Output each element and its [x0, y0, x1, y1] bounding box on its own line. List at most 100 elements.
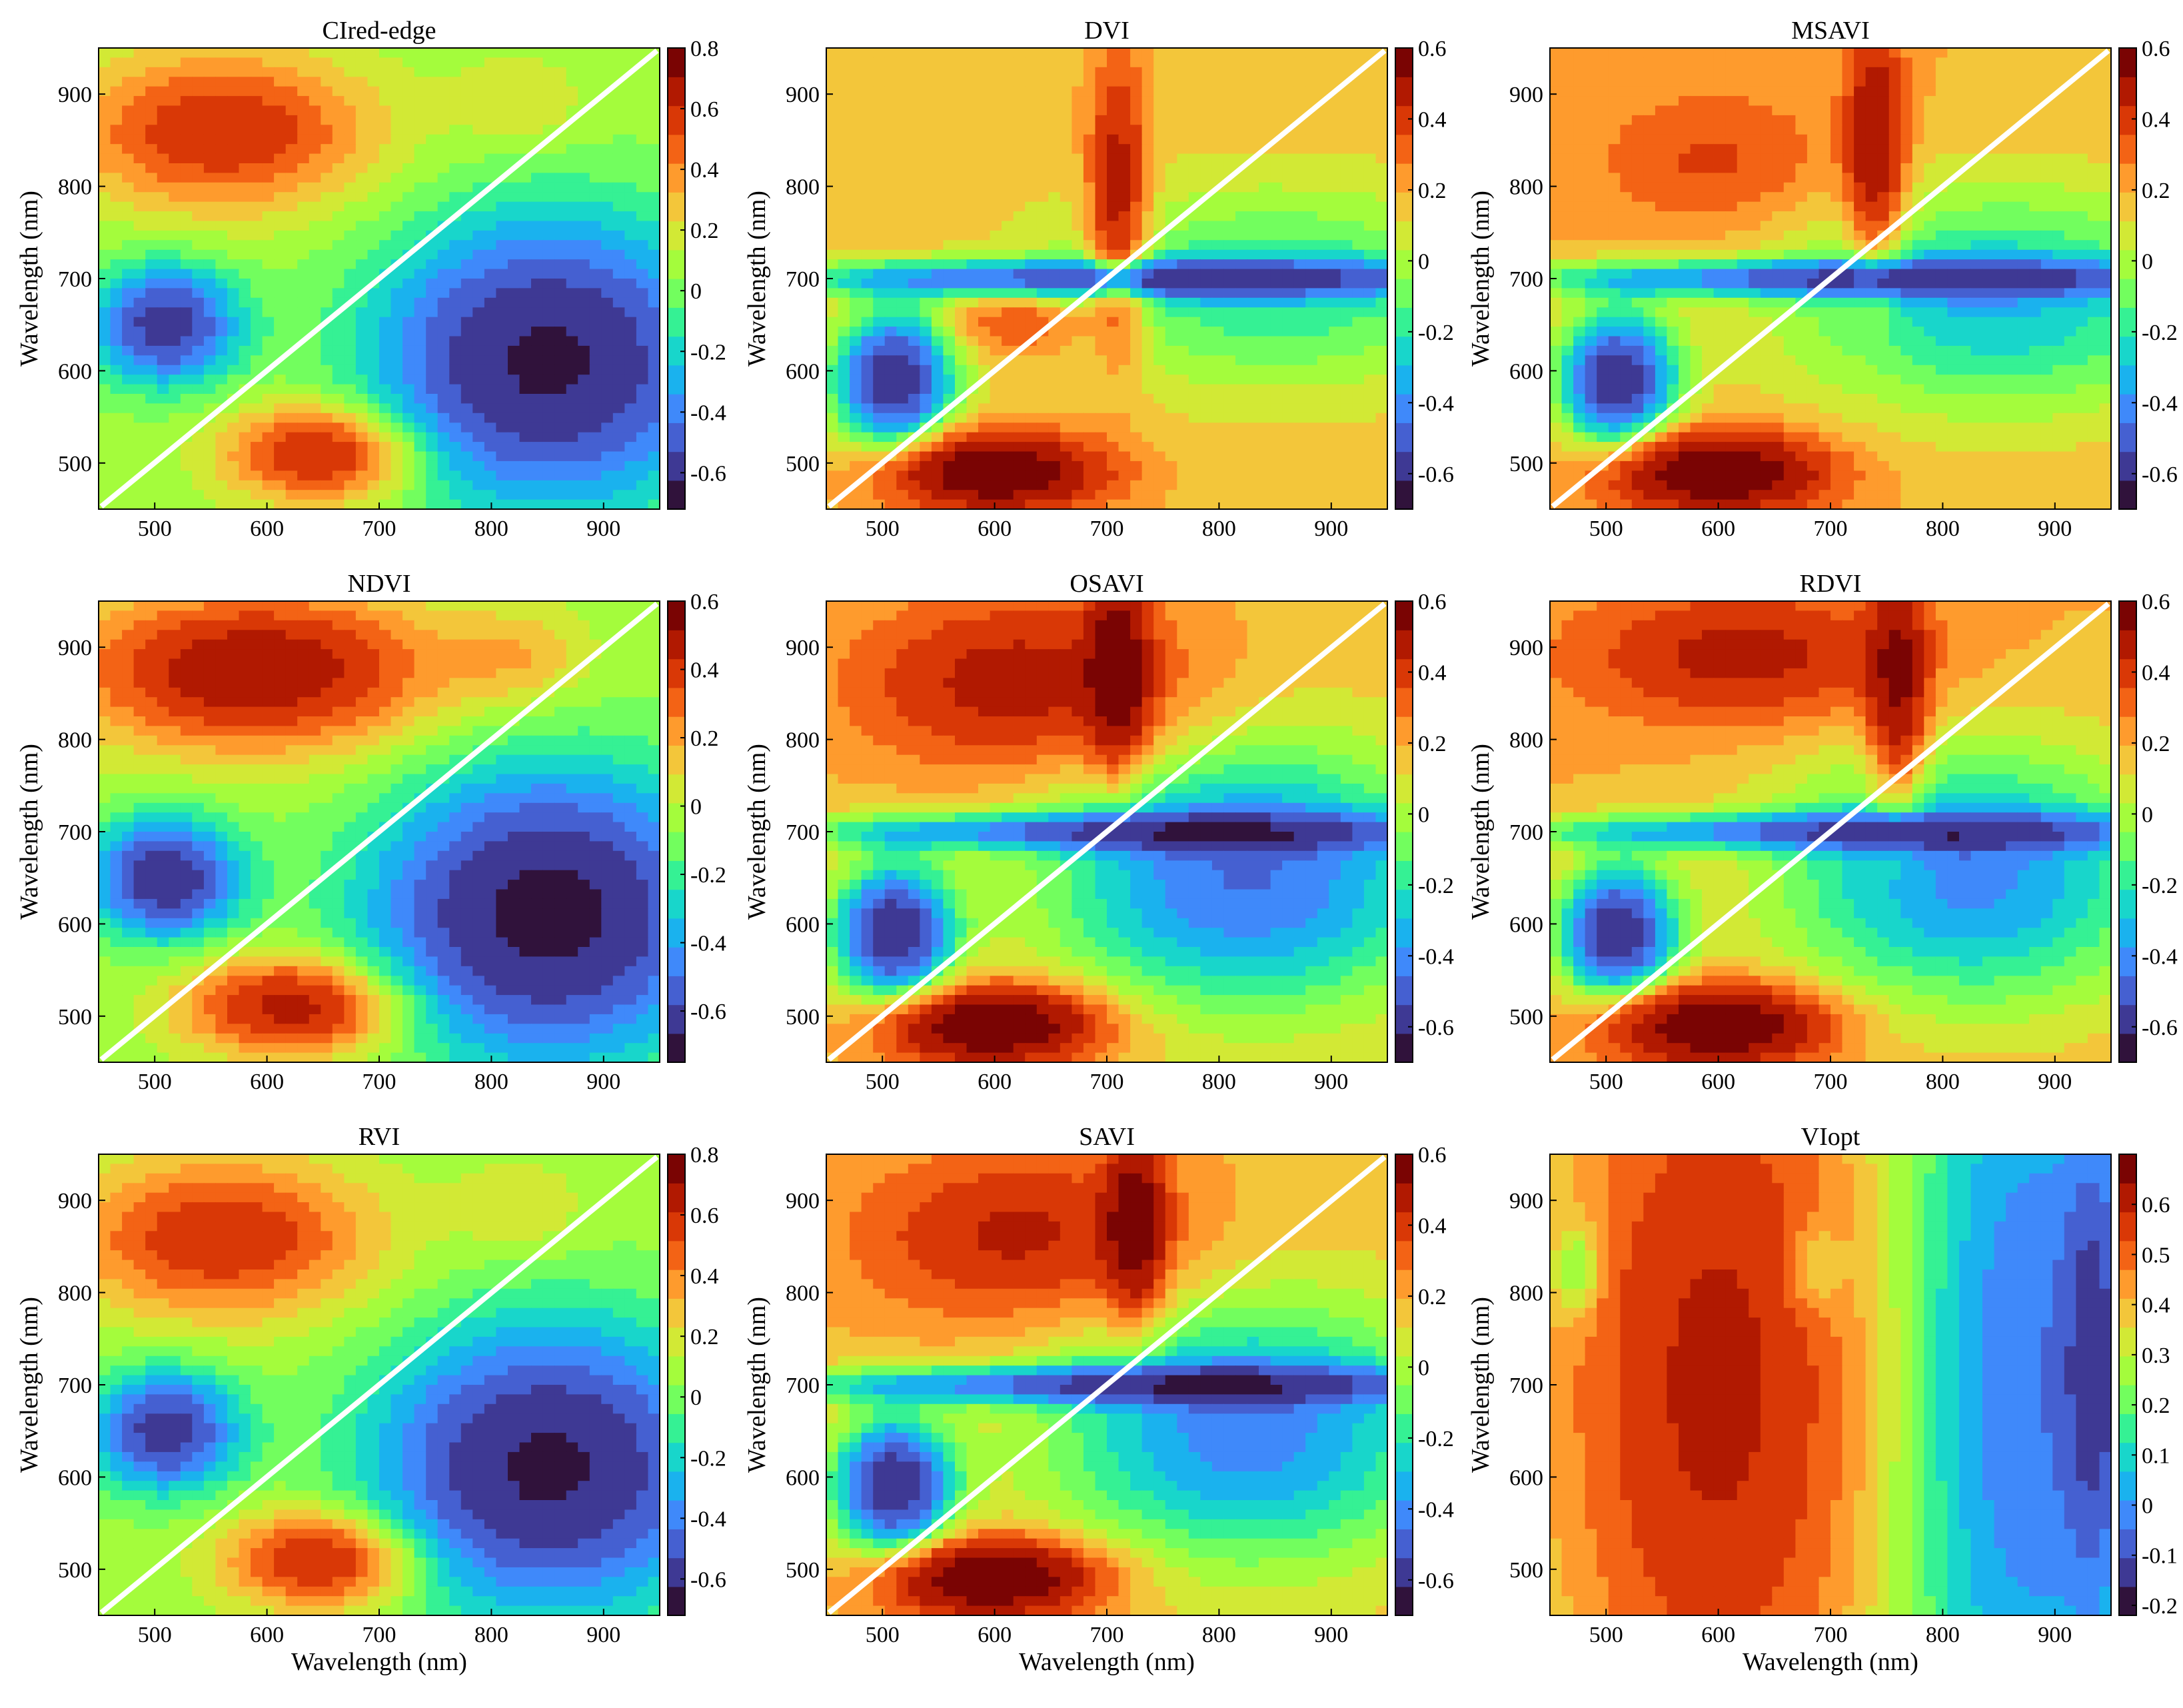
heatmap-cell [1247, 211, 1259, 221]
heatmap-cell [1037, 452, 1049, 462]
heatmap-cell [1235, 221, 1247, 231]
heatmap-cell [554, 250, 566, 260]
heatmap-cell [1737, 96, 1749, 106]
heatmap-cell [402, 423, 414, 432]
heatmap-cell [251, 202, 263, 212]
heatmap-cell [309, 163, 321, 173]
heatmap-cell [1282, 48, 1294, 58]
heatmap-cell [1364, 211, 1376, 221]
heatmap-cell [1936, 96, 1948, 106]
heatmap-cell [1048, 96, 1060, 106]
heatmap-cell [181, 403, 193, 413]
heatmap-cell [1060, 413, 1072, 423]
heatmap-cell [344, 355, 356, 365]
heatmap-cell [321, 96, 333, 106]
heatmap-cell [1084, 307, 1095, 317]
heatmap-cell [1376, 423, 1388, 432]
heatmap-cell [122, 115, 134, 125]
heatmap-cell [967, 403, 979, 413]
heatmap-cell [169, 403, 181, 413]
heatmap-cell [1854, 87, 1866, 97]
heatmap-cell [1259, 259, 1271, 269]
heatmap-cell [99, 375, 111, 385]
heatmap-cell [1025, 394, 1037, 404]
heatmap-cell [1294, 240, 1306, 250]
heatmap-cell [368, 48, 380, 58]
heatmap-cell [978, 211, 990, 221]
heatmap-cell [356, 125, 368, 135]
heatmap-cell [990, 480, 1002, 490]
heatmap-cell [873, 442, 885, 452]
heatmap-cell [484, 355, 496, 365]
heatmap-cell [955, 211, 967, 221]
heatmap-cell [1352, 403, 1364, 413]
heatmap-cell [391, 115, 403, 125]
heatmap-cell [1247, 279, 1259, 289]
heatmap-cell [1573, 48, 1585, 58]
heatmap-cell [333, 365, 345, 375]
heatmap-cell [192, 106, 204, 116]
heatmap-cell [496, 221, 508, 231]
heatmap-cell [1177, 365, 1189, 375]
heatmap-cell [1329, 202, 1341, 212]
heatmap-cell [227, 461, 239, 471]
heatmap-cell [157, 288, 169, 298]
heatmap-cell [1177, 106, 1189, 116]
heatmap-cell [496, 279, 508, 289]
heatmap-cell [1153, 183, 1165, 193]
heatmap-cell [239, 67, 251, 77]
heatmap-cell [181, 67, 193, 77]
heatmap-cell [274, 394, 286, 404]
heatmap-cell [1994, 57, 2006, 67]
heatmap-cell [1119, 279, 1131, 289]
heatmap-cell [227, 135, 239, 145]
heatmap-cell [873, 48, 885, 58]
heatmap-cell [1364, 403, 1376, 413]
heatmap-cell [636, 135, 648, 145]
heatmap-cell [1107, 355, 1119, 365]
heatmap-cell [99, 144, 111, 154]
heatmap-cell [111, 413, 123, 423]
heatmap-cell [274, 500, 286, 510]
heatmap-cell [967, 461, 979, 471]
heatmap-cell [426, 250, 438, 260]
heatmap-cell [1072, 480, 1084, 490]
heatmap-cell [955, 106, 967, 116]
colorbar-segment [1395, 135, 1413, 164]
heatmap-cell [1341, 346, 1353, 356]
heatmap-cell [826, 375, 838, 385]
heatmap-cell [438, 57, 450, 67]
heatmap-cell [286, 385, 298, 395]
heatmap-cell [1341, 144, 1353, 154]
heatmap-cell [333, 355, 345, 365]
heatmap-cell [978, 307, 990, 317]
heatmap-cell [601, 183, 613, 193]
heatmap-cell [885, 250, 897, 260]
heatmap-cell [169, 327, 181, 337]
heatmap-cell [1107, 346, 1119, 356]
heatmap-cell [227, 365, 239, 375]
heatmap-cell [590, 500, 602, 510]
heatmap-cell [1294, 461, 1306, 471]
heatmap-cell [181, 183, 193, 193]
heatmap-cell [1305, 259, 1317, 269]
heatmap-cell [520, 250, 532, 260]
heatmap-cell [1352, 470, 1364, 480]
heatmap-cell [215, 307, 227, 317]
heatmap-cell [590, 413, 602, 423]
colorbar-segment [1395, 480, 1413, 510]
heatmap-cell [333, 240, 345, 250]
heatmap-cell [1550, 57, 1562, 67]
heatmap-cell [850, 240, 862, 250]
heatmap-cell [613, 394, 625, 404]
heatmap-cell [1282, 87, 1294, 97]
heatmap-cell [286, 317, 298, 327]
heatmap-cell [496, 337, 508, 347]
heatmap-cell [826, 442, 838, 452]
heatmap-cell [1235, 375, 1247, 385]
heatmap-cell [1048, 77, 1060, 87]
heatmap-cell [885, 48, 897, 58]
heatmap-cell [1048, 231, 1060, 241]
heatmap-cell [1072, 403, 1084, 413]
heatmap-cell [1235, 279, 1247, 289]
